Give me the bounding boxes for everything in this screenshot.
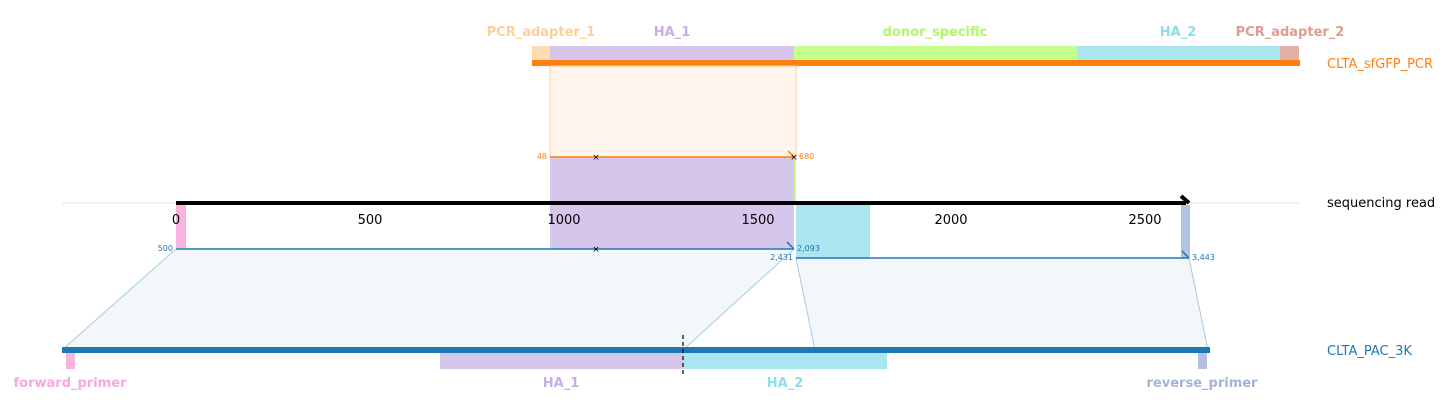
top-feature-label: donor_specific — [883, 25, 988, 40]
bottom-feature-ha-2 — [683, 352, 887, 369]
read-ha-2-projection — [796, 205, 870, 258]
read-reverse-primer-marker — [1181, 205, 1190, 258]
bottom-alignment-2-region — [796, 258, 1208, 350]
top-feature-label: PCR_adapter_2 — [1236, 25, 1345, 40]
top-feature-ha-2 — [1077, 46, 1280, 62]
top-track-label: CLTA_sfGFP_PCR — [1327, 57, 1433, 72]
read-track-label: sequencing read — [1327, 196, 1435, 211]
bottom-alignment-2: 2,431 3,443 — [770, 250, 1215, 262]
top-feature-donor-specific — [794, 46, 1077, 62]
top-feature-label: PCR_adapter_1 — [487, 25, 596, 40]
top-alignment-start-label: 48 — [537, 152, 547, 161]
bottom-track-bar — [62, 347, 1210, 353]
top-alignment-region — [549, 65, 797, 158]
read-axis-tick-label: 2500 — [1128, 213, 1161, 228]
bottom-feature-label: HA_2 — [767, 376, 804, 391]
top-alignment: 48 680 × × — [537, 150, 814, 163]
read-axis-tick-label: 2000 — [934, 213, 967, 228]
top-alignment-arrow — [787, 150, 795, 158]
bottom-alignment-2-edge — [795, 257, 816, 351]
bottom-track-label: CLTA_PAC_3K — [1327, 344, 1412, 359]
bottom-alignment-1-edge — [61, 248, 177, 351]
top-feature-boxes — [532, 46, 1299, 62]
bottom-alignment-arrow — [1181, 250, 1190, 259]
bottom-alignment-end-label: 2,093 — [797, 244, 820, 253]
top-feature-pcr-adapter-2 — [1280, 46, 1299, 62]
bottom-alignment-arrow — [786, 241, 795, 250]
bottom-alignment-1-edge — [682, 248, 795, 351]
mismatch-marker: × — [592, 245, 600, 255]
top-feature-label: HA_2 — [1160, 25, 1197, 40]
bottom-alignment-1: 500 2,093 × — [158, 241, 820, 255]
bottom-feature-label: reverse_primer — [1147, 376, 1259, 391]
bottom-alignment-end-label: 3,443 — [1192, 253, 1215, 262]
bottom-alignment-2-edge — [1188, 257, 1209, 351]
bottom-feature-boxes — [66, 352, 1207, 369]
bottom-feature-label: HA_1 — [543, 376, 580, 391]
top-feature-labels: PCR_adapter_1 HA_1 donor_specific HA_2 P… — [487, 25, 1345, 40]
mismatch-marker: × — [790, 153, 798, 163]
top-track-bar — [532, 60, 1300, 66]
read-axis-tick-label: 1000 — [547, 213, 580, 228]
read-forward-primer-marker — [176, 205, 186, 248]
bottom-alignment-start-label: 2,431 — [770, 253, 793, 262]
bottom-feature-reverse-primer — [1198, 352, 1207, 369]
bottom-feature-ha-1 — [440, 352, 683, 369]
bottom-alignment-start-label: 500 — [158, 244, 173, 253]
top-feature-label: HA_1 — [654, 25, 691, 40]
sequencing-read-arrowhead — [1179, 194, 1191, 205]
mismatch-marker: × — [592, 153, 600, 163]
top-feature-pcr-adapter-1 — [532, 46, 550, 62]
bottom-alignment-1-region — [62, 249, 794, 350]
bottom-feature-label: forward_primer — [14, 376, 128, 391]
read-axis-tick-label: 500 — [358, 213, 383, 228]
read-axis-ticks: 0 500 1000 1500 2000 2500 — [172, 213, 1162, 228]
bottom-feature-labels: forward_primer HA_1 HA_2 reverse_primer — [14, 376, 1259, 391]
read-axis-tick-label: 0 — [172, 213, 180, 228]
read-axis-tick-label: 1500 — [741, 213, 774, 228]
bottom-feature-forward-primer — [66, 352, 75, 369]
top-alignment-end-label: 680 — [799, 152, 814, 161]
top-feature-ha-1 — [550, 46, 794, 62]
